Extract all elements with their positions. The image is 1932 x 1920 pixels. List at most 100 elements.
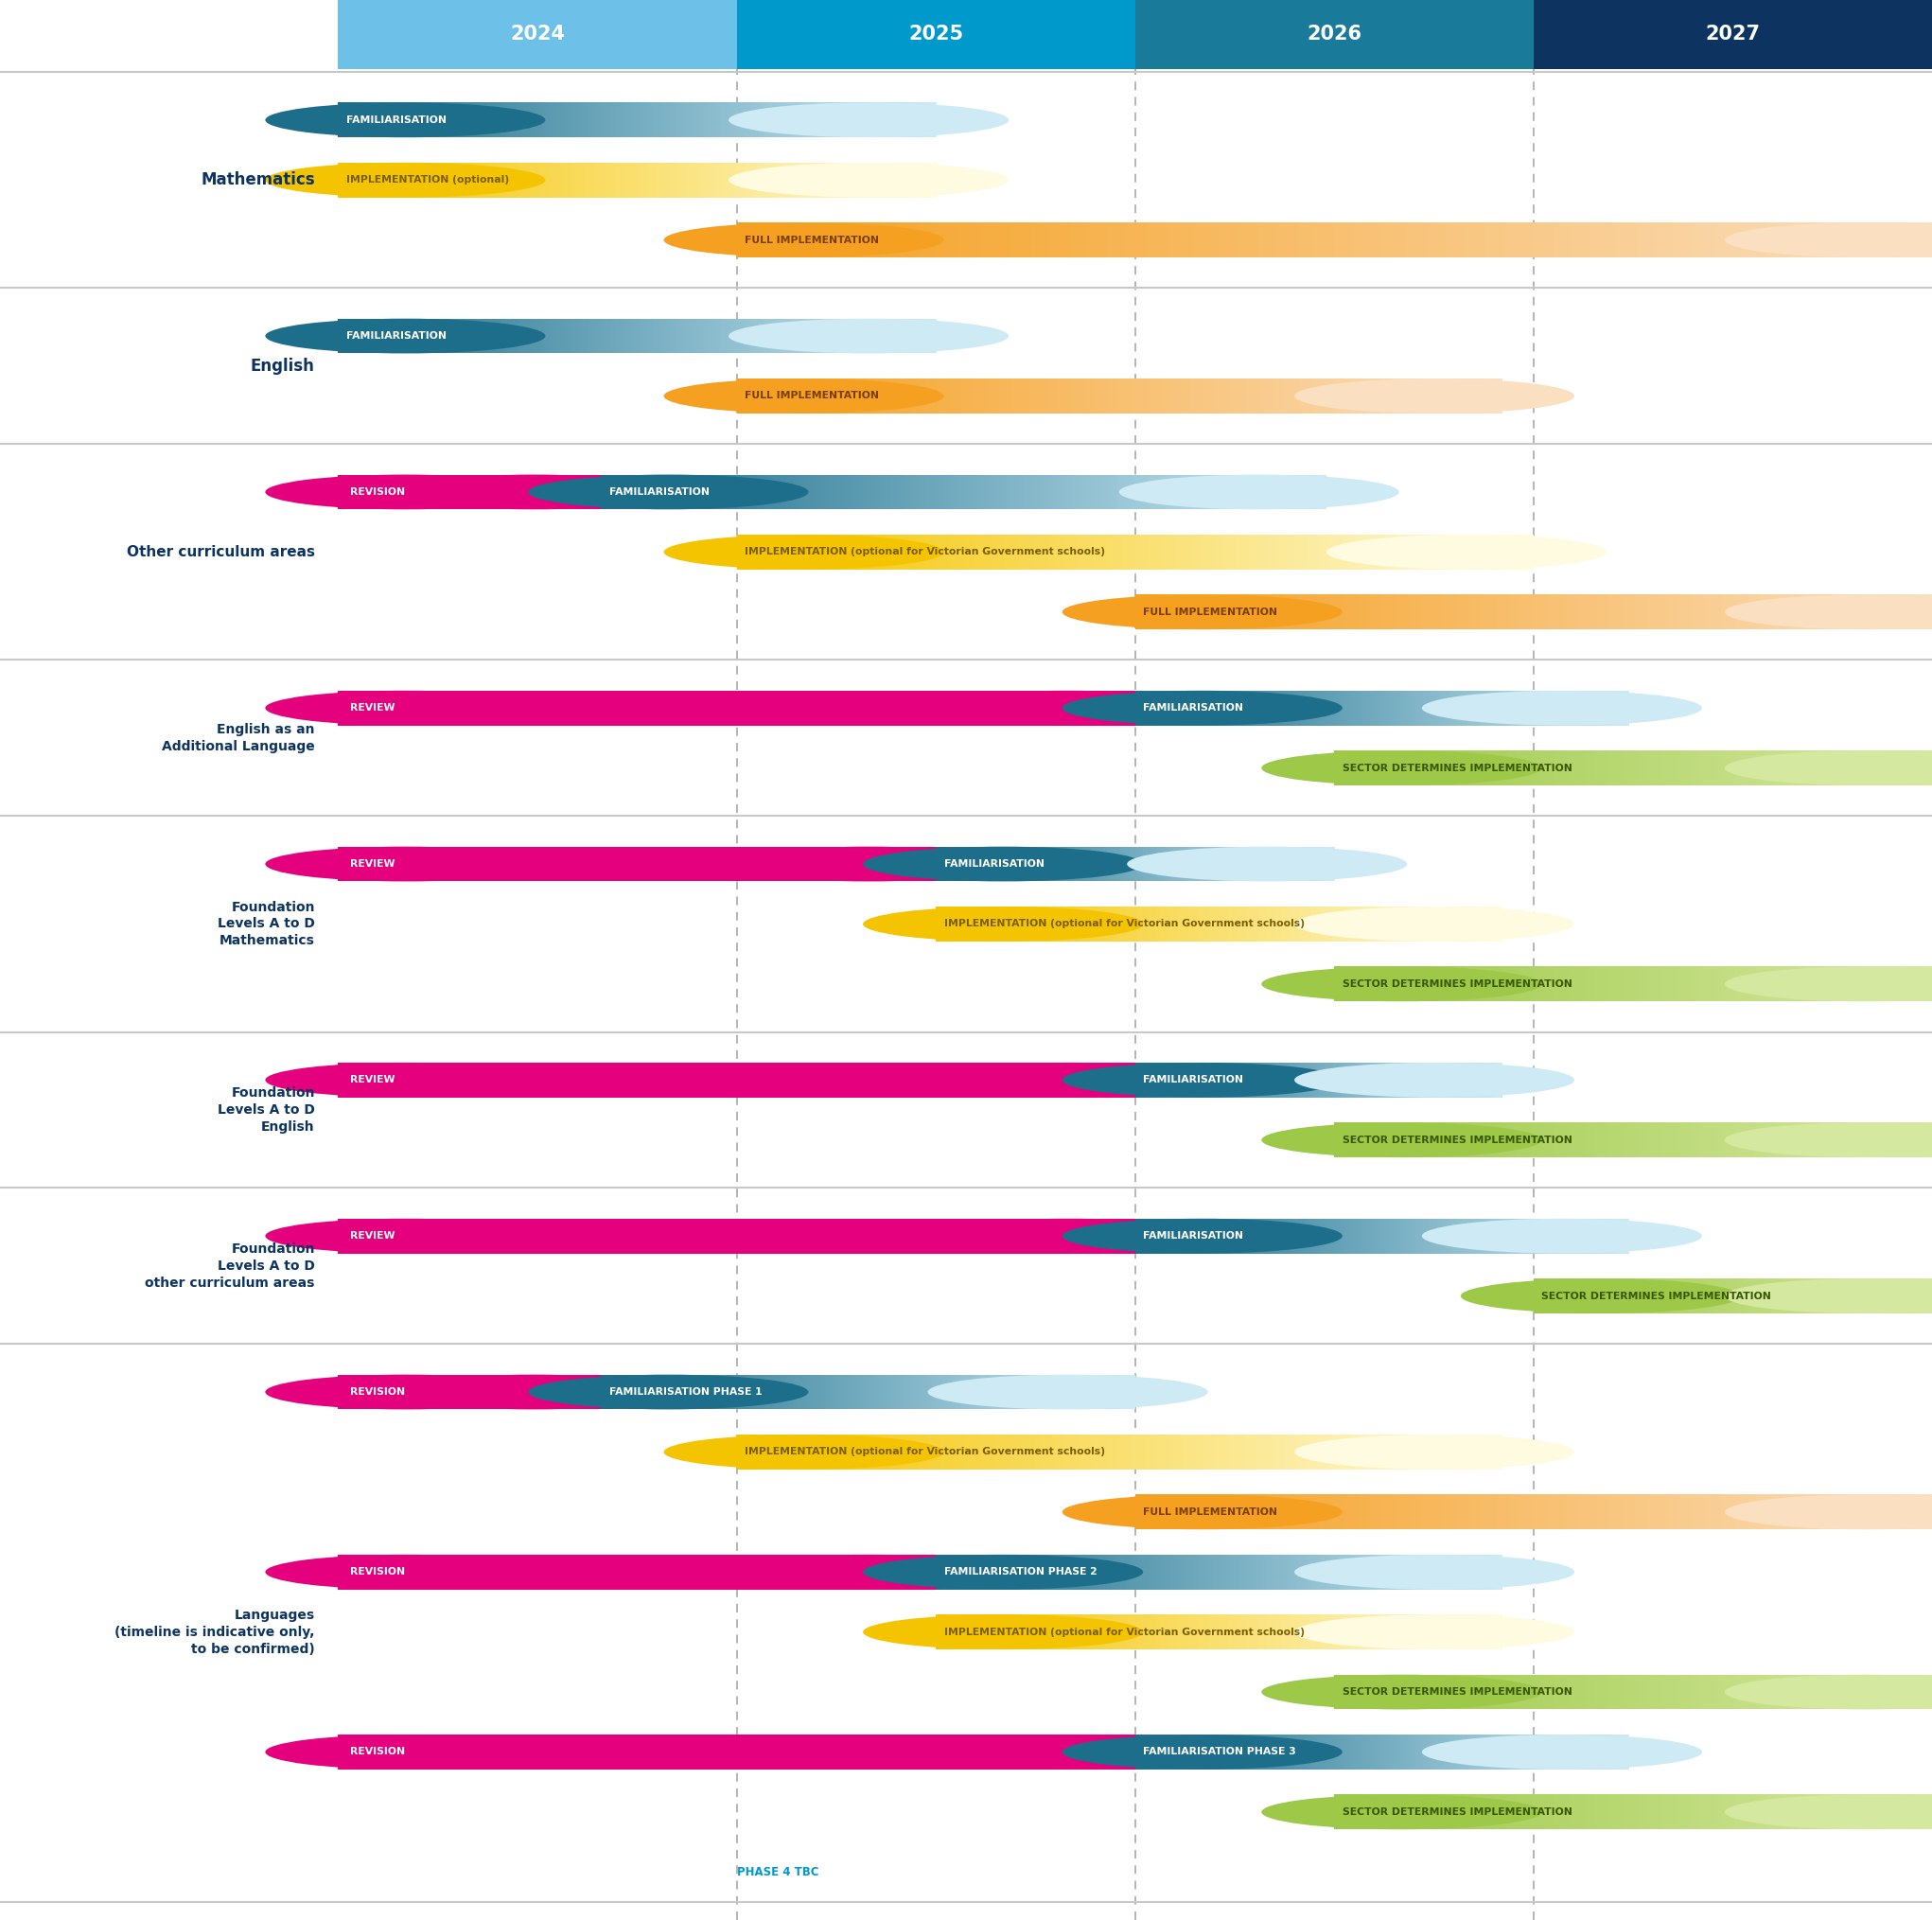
Bar	[1449, 751, 1453, 785]
Bar	[1466, 751, 1468, 785]
Bar	[1374, 223, 1379, 257]
Bar	[1258, 378, 1260, 413]
Bar	[1233, 1494, 1236, 1530]
Bar	[1337, 751, 1339, 785]
Bar	[1598, 595, 1600, 630]
Bar	[1660, 966, 1662, 1002]
Bar	[773, 1434, 775, 1469]
Bar	[952, 1375, 954, 1409]
Bar	[1464, 1494, 1468, 1530]
Bar	[954, 1375, 958, 1409]
Bar	[1826, 595, 1830, 630]
Bar	[1459, 1734, 1461, 1770]
Bar	[761, 319, 763, 353]
Bar	[1698, 751, 1702, 785]
Bar	[1300, 1555, 1302, 1590]
Bar	[1171, 474, 1175, 509]
Bar	[1669, 595, 1671, 630]
Bar	[1830, 751, 1833, 785]
Bar	[1061, 906, 1063, 941]
Bar	[1236, 1734, 1238, 1770]
Bar	[1362, 1674, 1364, 1709]
Bar	[794, 102, 796, 138]
Bar	[906, 102, 908, 138]
Bar	[1766, 1123, 1770, 1158]
Bar	[1416, 1615, 1418, 1649]
Bar	[1520, 595, 1522, 630]
Bar	[1604, 1674, 1605, 1709]
Bar	[1136, 1219, 1138, 1254]
Bar	[933, 1434, 935, 1469]
Bar	[794, 534, 798, 570]
Bar	[1188, 595, 1192, 630]
Bar	[987, 906, 989, 941]
Bar	[1490, 1795, 1492, 1830]
Bar	[1430, 691, 1432, 726]
Bar	[1478, 691, 1480, 726]
Bar	[1453, 1615, 1455, 1649]
Bar	[1325, 691, 1327, 726]
Bar	[1692, 1674, 1694, 1709]
Bar	[1584, 1674, 1586, 1709]
Bar	[1134, 0, 1534, 69]
Bar	[999, 906, 1001, 941]
Bar	[1899, 595, 1903, 630]
Bar	[1076, 1615, 1078, 1649]
Bar	[1285, 1615, 1287, 1649]
Bar	[1217, 906, 1219, 941]
Bar	[1294, 378, 1298, 413]
Bar	[694, 474, 696, 509]
Bar	[1563, 595, 1565, 630]
Bar	[1063, 534, 1066, 570]
Bar	[1134, 534, 1138, 570]
Bar	[1343, 1494, 1345, 1530]
Bar	[1039, 1615, 1041, 1649]
Bar	[1476, 1674, 1478, 1709]
Bar	[1549, 1123, 1551, 1158]
Bar	[1236, 691, 1238, 726]
Bar	[1750, 751, 1752, 785]
Bar	[752, 163, 755, 198]
Text: REVIEW: REVIEW	[350, 1075, 394, 1085]
Bar	[1383, 1795, 1387, 1830]
Bar	[601, 163, 603, 198]
Bar	[1573, 691, 1575, 726]
Bar	[344, 163, 346, 198]
Bar	[570, 163, 572, 198]
Bar	[352, 319, 354, 353]
Bar	[976, 1434, 980, 1469]
Bar	[1777, 1494, 1781, 1530]
Text: SECTOR DETERMINES IMPLEMENTATION: SECTOR DETERMINES IMPLEMENTATION	[1343, 764, 1573, 772]
Bar	[1229, 1219, 1231, 1254]
Bar	[1246, 1434, 1250, 1469]
Bar	[1917, 1494, 1918, 1530]
Bar	[1478, 1795, 1480, 1830]
Bar	[1627, 691, 1629, 726]
Bar	[1690, 966, 1692, 1002]
Bar	[1515, 1123, 1519, 1158]
Bar	[1057, 1615, 1059, 1649]
Bar	[603, 1375, 605, 1409]
Bar	[1459, 223, 1463, 257]
Bar	[1350, 1674, 1352, 1709]
Bar	[1240, 691, 1242, 726]
Bar	[1134, 691, 1138, 726]
Bar	[1204, 474, 1206, 509]
Bar	[1457, 906, 1459, 941]
Bar	[956, 474, 960, 509]
Bar	[1339, 1434, 1341, 1469]
Bar	[1739, 751, 1741, 785]
Bar	[871, 319, 875, 353]
Bar	[1107, 1555, 1109, 1590]
Bar	[676, 102, 680, 138]
Bar	[1803, 1674, 1804, 1709]
Bar	[1262, 1555, 1264, 1590]
Text: Languages
(timeline is indicative only,
to be confirmed): Languages (timeline is indicative only, …	[114, 1609, 315, 1655]
Bar	[1435, 1795, 1437, 1830]
Bar	[1065, 1375, 1066, 1409]
Bar	[1733, 1123, 1735, 1158]
Bar	[1569, 1123, 1573, 1158]
Bar	[831, 102, 833, 138]
Bar	[680, 1375, 682, 1409]
Bar	[1117, 1434, 1119, 1469]
